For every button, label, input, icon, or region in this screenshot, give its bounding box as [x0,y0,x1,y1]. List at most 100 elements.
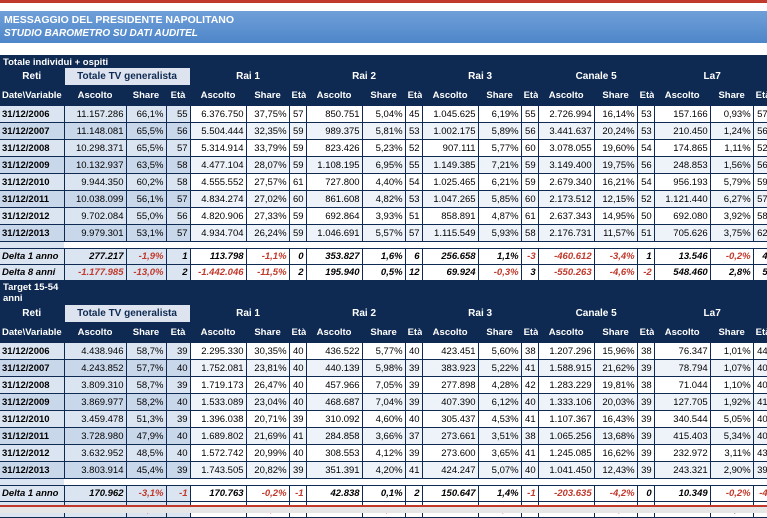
table-cell: 10.132.937 [64,156,127,174]
table-row: 31/12/2010 9.944.350 60,2% 58 4.555.552 27,57… [0,173,767,191]
table-cell: 1,56% [710,156,754,174]
delta-cell: -2 [637,264,655,281]
delta-cell: 0 [289,248,307,265]
table-cell: 59 [753,173,767,191]
table-cell: 20,71% [246,410,290,428]
reti-label: Reti [0,68,65,86]
table-cell: 39 [166,410,191,428]
table-cell: 4,12% [362,444,406,462]
table-cell: 692.864 [306,207,363,225]
table-cell: 1,10% [710,376,754,394]
table-cell: 40 [521,461,539,479]
group-header: Rai 2 [306,305,423,323]
table-cell: 5,85% [478,190,522,208]
table-cell: 1.743.505 [190,461,247,479]
table-row: 31/12/2010 3.459.478 51,3% 39 1.396.038 20,71… [0,410,767,428]
table-cell: 16,62% [594,444,638,462]
table-cell: 436.522 [306,342,363,360]
report-subtitle: STUDIO BAROMETRO SU DATI AUDITEL [4,28,198,39]
table-cell: 71.044 [654,376,711,394]
table-cell: 41 [289,427,307,445]
column-header: Età [753,85,767,106]
table-cell: 1.572.742 [190,444,247,462]
table-cell: 54 [405,173,423,191]
spacer-row [0,478,767,486]
table-cell: 32,35% [246,122,290,140]
delta-cell: -13,0% [126,264,167,281]
table-cell: 40 [166,444,191,462]
table-cell: 53,1% [126,224,167,242]
table-cell: 38 [637,342,655,360]
row-date: 31/12/2013 [0,224,65,242]
delta-cell: 6 [405,248,423,265]
data-table-target-15-54: Reti Totale TV generalista Rai 1 Rai 2 Rai 3… [0,305,767,518]
table-cell: 5,98% [362,359,406,377]
table-cell: 40 [753,410,767,428]
table-cell: 60 [521,139,539,157]
table-cell: 6,95% [362,156,406,174]
table-cell: 56 [166,122,191,140]
delta-cell: -3 [521,248,539,265]
table-cell: 45,4% [126,461,167,479]
group-header: Totale TV generalista [64,305,191,323]
delta-cell: -3,1% [126,485,167,502]
table-cell: 423.451 [422,342,479,360]
table-cell: 55 [405,156,423,174]
table-cell: 5,22% [478,359,522,377]
delta-cell: -11,5% [246,264,290,281]
row-date: 31/12/2008 [0,139,65,157]
delta-cell: 1,6% [362,248,406,265]
table-cell: 48,5% [126,444,167,462]
column-header: Share [594,85,638,106]
table-cell: 273.661 [422,427,479,445]
table-cell: 5,57% [362,224,406,242]
group-header: Rai 1 [190,68,307,86]
table-cell: 11.148.081 [64,122,127,140]
table-cell: 3.459.478 [64,410,127,428]
spacer-cell [0,478,64,486]
delta-cell: -0,2% [246,485,290,502]
table-cell: 40 [753,376,767,394]
table-cell: 4.477.104 [190,156,247,174]
table-cell: 6,27% [710,190,754,208]
column-header: Ascolto [306,85,363,106]
delta-cell: -1 [289,485,307,502]
table-cell: 3,11% [710,444,754,462]
table-cell: 37 [405,427,423,445]
table-cell: 40 [405,342,423,360]
group-header: Rai 3 [422,305,539,323]
table-cell: 11,57% [594,224,638,242]
table-cell: 60,2% [126,173,167,191]
table-cell: 7,04% [362,393,406,411]
delta-cell: 1,1% [478,248,522,265]
table-cell: 174.865 [654,139,711,157]
table-cell: 39 [166,342,191,360]
table-cell: 58,7% [126,342,167,360]
table-cell: 51 [405,207,423,225]
row-date: 31/12/2012 [0,207,65,225]
table-cell: 61 [521,207,539,225]
column-header: Share [126,85,167,106]
table-cell: 1.115.549 [422,224,479,242]
delta-cell: 0,5% [362,264,406,281]
row-date: 31/12/2007 [0,359,65,377]
table-cell: 440.139 [306,359,363,377]
table-cell: 1.046.691 [306,224,363,242]
table-cell: 1.002.175 [422,122,479,140]
table-row: 31/12/2007 11.148.081 65,5% 56 5.504.444 32,3… [0,122,767,140]
table-cell: 277.898 [422,376,479,394]
table-cell: 5,07% [478,461,522,479]
column-header: Ascolto [654,85,711,106]
table-cell: 415.403 [654,427,711,445]
delta-cell: 353.827 [306,248,363,265]
table-row: 31/12/2008 10.298.371 65,5% 57 5.314.914 33,7… [0,139,767,157]
table-cell: 424.247 [422,461,479,479]
table-cell: 2.176.731 [538,224,595,242]
table-cell: 127.705 [654,393,711,411]
column-header: Share [594,322,638,343]
table-cell: 5,04% [362,105,406,123]
delta-cell: -0,2% [710,248,754,265]
group-header-row: Reti Totale TV generalista Rai 1 Rai 2 Rai 3… [0,305,767,323]
table-cell: 989.375 [306,122,363,140]
table-cell: 60 [521,190,539,208]
